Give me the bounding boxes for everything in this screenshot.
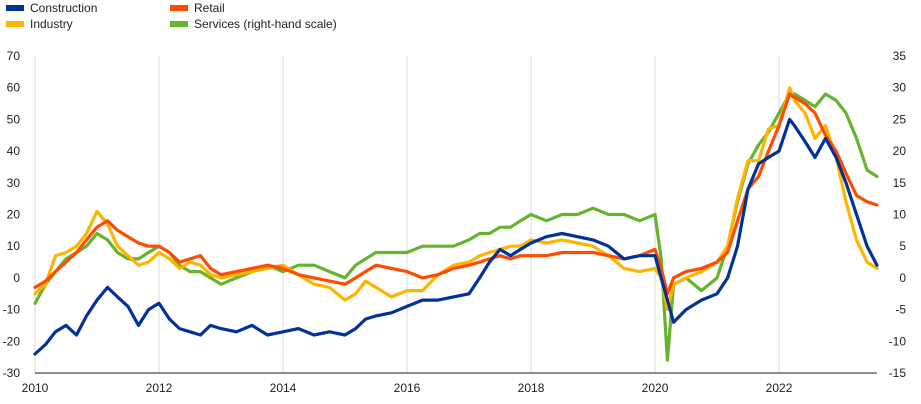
x-tick-label: 2014 (270, 381, 297, 395)
grid (34, 56, 780, 373)
legend-swatch (6, 5, 24, 11)
y-right-tick-label: 5 (899, 239, 906, 253)
series-line-industry (33, 86, 879, 312)
x-tick-label: 2022 (766, 381, 793, 395)
y-right-tick-label: 15 (893, 176, 907, 190)
y-right-tick-label: 10 (893, 208, 907, 222)
y-right-tick-label: -10 (889, 334, 907, 348)
y-left-tick-label: 30 (7, 176, 21, 190)
y-left-tick-label: 70 (7, 49, 21, 63)
x-tick-label: 2012 (146, 381, 173, 395)
legend-label: Services (right-hand scale) (194, 17, 337, 31)
x-tick-label: 2020 (642, 381, 669, 395)
x-tick-label: 2010 (22, 381, 49, 395)
legend: Construction Industry Retail Services (righ… (6, 1, 337, 31)
y-left-tick-label: -30 (3, 366, 21, 380)
legend-swatch (170, 21, 188, 27)
y-right-tick-label: -5 (895, 303, 906, 317)
x-tick-label: 2016 (394, 381, 421, 395)
y-right-tick-label: 35 (893, 49, 907, 63)
legend-label: Industry (30, 17, 73, 31)
series-line-retail (33, 92, 879, 296)
y-left-tick-label: 10 (7, 239, 21, 253)
y-right-tick-label: 20 (893, 144, 907, 158)
y-left-tick-label: -20 (3, 334, 21, 348)
y-left-tick-label: 20 (7, 208, 21, 222)
series-line-construction (33, 117, 879, 356)
y-left-tick-label: 40 (7, 144, 21, 158)
y-left-tick-label: 50 (7, 112, 21, 126)
y-left-tick-label: 0 (13, 271, 20, 285)
legend-label: Retail (194, 1, 225, 15)
y-left-tick-label: 60 (7, 81, 21, 95)
legend-swatch (6, 21, 24, 27)
y-right-tick-label: -15 (889, 366, 907, 380)
series-layer (33, 86, 879, 362)
y-left-tick-label: -10 (3, 303, 21, 317)
legend-label: Construction (30, 1, 97, 15)
series-line-services (33, 92, 879, 362)
y-right-tick-label: 25 (893, 112, 907, 126)
y-right-tick-label: 0 (899, 271, 906, 285)
axes: 2010 2012 2014 2016 2018 2020 2022-30-20-10010… (3, 49, 907, 395)
x-tick-label: 2018 (518, 381, 545, 395)
y-right-tick-label: 30 (893, 81, 907, 95)
legend-swatch (170, 5, 188, 11)
